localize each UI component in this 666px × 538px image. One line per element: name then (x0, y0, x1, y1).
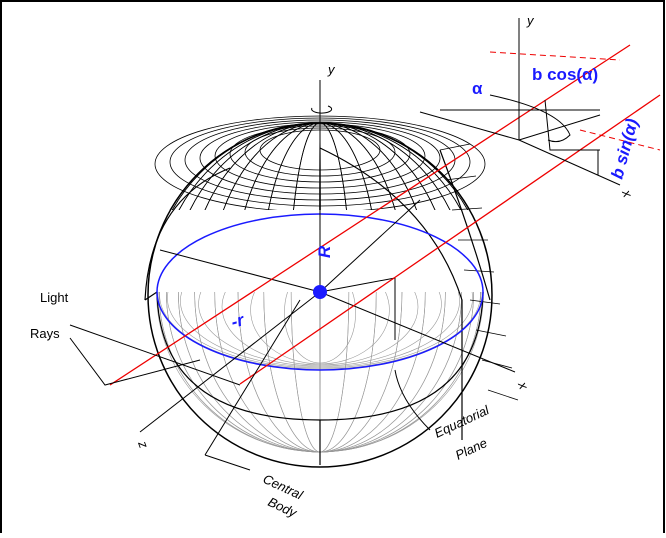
latitude-line (221, 292, 419, 366)
shell-line (451, 207, 483, 211)
y-axis-label: y (526, 13, 535, 28)
r-label: -r (229, 310, 247, 332)
latitude-line (180, 292, 460, 368)
shell-line (463, 269, 495, 273)
shell-line (481, 359, 513, 369)
leader (69, 299, 431, 471)
latitude-line (167, 292, 473, 369)
radius-label: R (315, 245, 334, 258)
cut-edge (144, 167, 321, 465)
labels: y y α b cos(α) b sin(α) x R -r Light Ray… (30, 13, 642, 521)
central-body (313, 285, 327, 299)
shell-line (475, 329, 507, 337)
latitude-line (250, 292, 390, 365)
light-ray (489, 51, 621, 61)
latitude-line (159, 292, 481, 370)
b-sin-label: b sin(α) (608, 116, 642, 181)
shell-line (439, 143, 471, 151)
central-body-label: Central (261, 471, 306, 503)
shell-line (469, 299, 501, 305)
light-ray (239, 94, 661, 385)
rotation-arrow (311, 105, 333, 114)
alpha-label: α (472, 79, 483, 98)
light-rays-label: Rays (30, 326, 60, 341)
equatorial-plane-label: Plane (453, 435, 489, 463)
angle-arc (489, 94, 571, 143)
inset-axes (419, 18, 621, 186)
latitude-line (198, 292, 442, 367)
x-axis (319, 291, 516, 373)
x-axis-label: x (619, 187, 636, 200)
x-axis-label: x (515, 379, 532, 392)
projection (159, 249, 396, 340)
light-ray (579, 129, 661, 151)
shell-grid (439, 143, 519, 401)
z-axis (139, 291, 321, 433)
z-axis-label: z (135, 438, 152, 451)
latitude-line (284, 292, 356, 364)
b-cos-label: b cos(α) (532, 65, 598, 84)
bowl-outline (156, 291, 484, 421)
radius-line (319, 199, 421, 293)
y-axis-label: y (327, 62, 336, 77)
light-ray (109, 44, 631, 386)
shell-line (487, 389, 519, 401)
sphere-drawing (69, 18, 661, 471)
light-rays-label: Light (40, 290, 69, 305)
